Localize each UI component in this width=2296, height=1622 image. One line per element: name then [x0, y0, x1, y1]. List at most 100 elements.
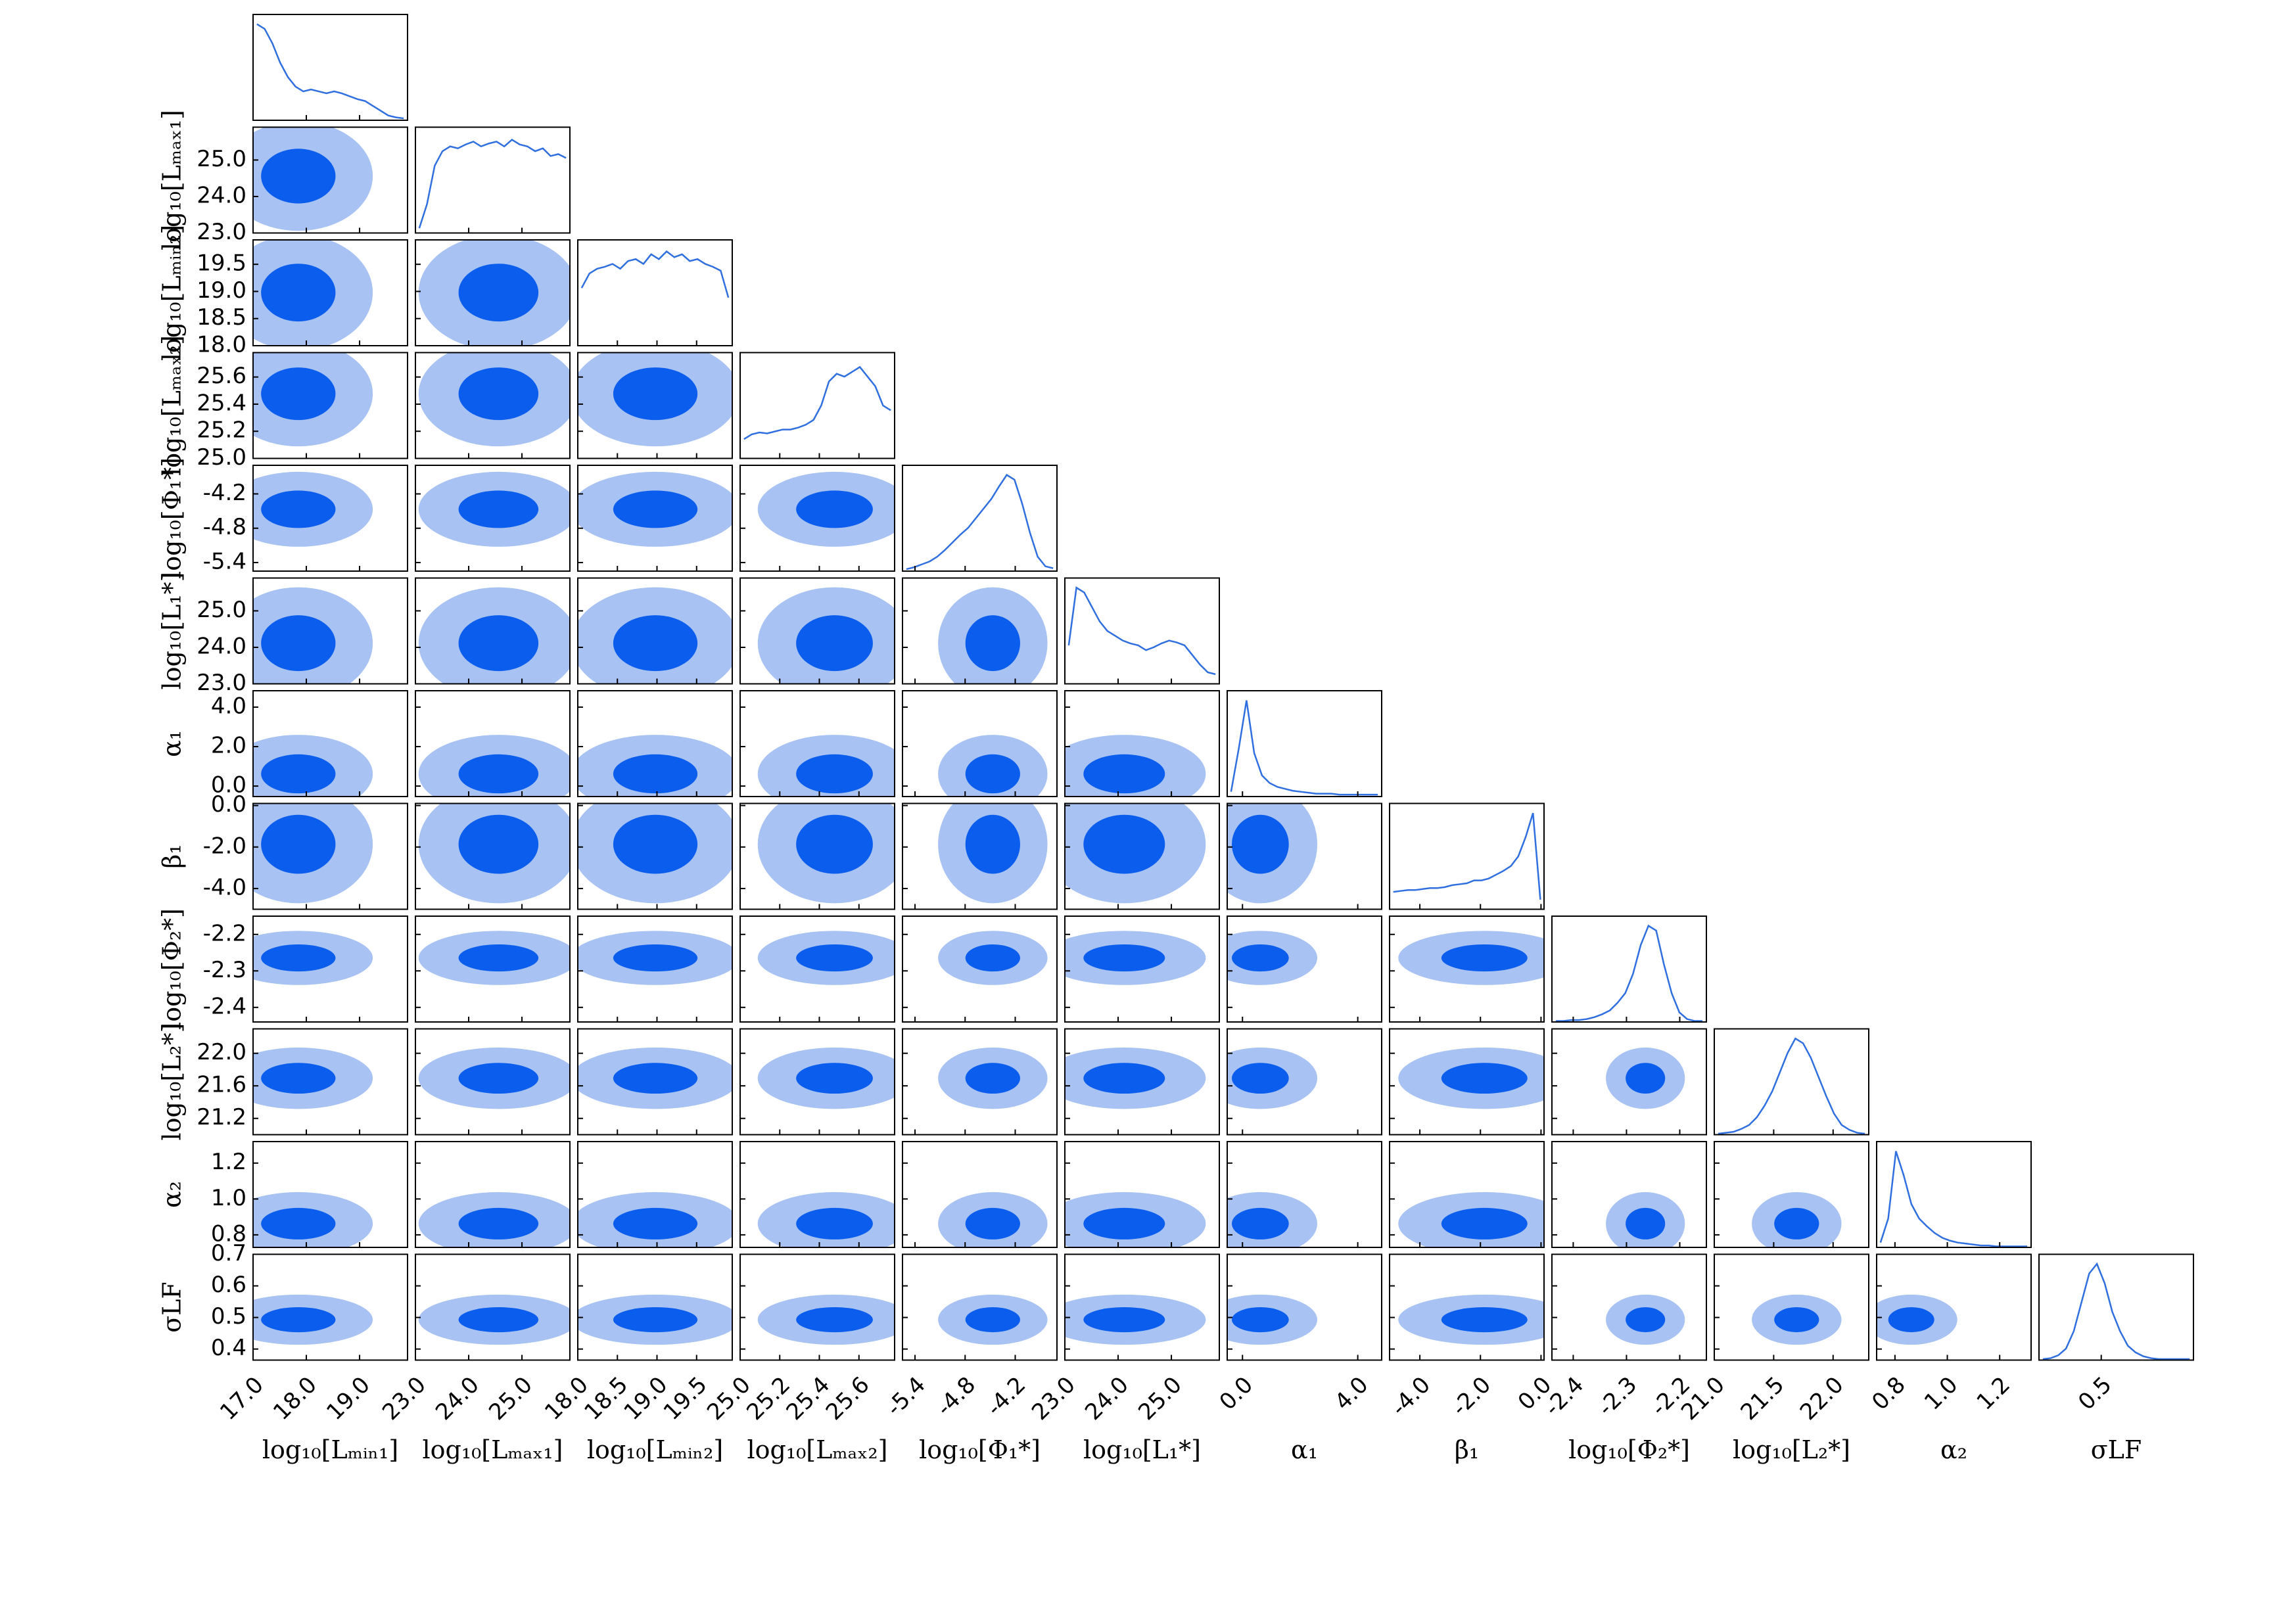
x-tick-label: 25.0 [702, 1372, 756, 1425]
axis-label: log₁₀[Φ₁*] [158, 457, 187, 579]
panel-border [415, 802, 571, 910]
marginal-curve [1067, 586, 1216, 676]
y-tick-label: 0.0 [211, 791, 246, 818]
x-tick-label: 22.0 [1795, 1372, 1849, 1425]
x-tick-label: 17.0 [215, 1372, 269, 1425]
panel-content [418, 735, 570, 797]
x-tick-label: 25.2 [741, 1372, 795, 1425]
panel-content [938, 735, 1048, 797]
panel [1227, 1141, 1382, 1248]
panel [577, 1141, 733, 1248]
x-tick-label: -4.0 [1386, 1372, 1436, 1421]
y-tick-label: 25.4 [197, 390, 246, 416]
density-1sigma [1774, 1207, 1819, 1240]
panel-frame [740, 352, 895, 459]
panel-content [1065, 1294, 1206, 1345]
panel-content [757, 735, 895, 797]
panel-content [580, 250, 730, 298]
panel [1064, 690, 1220, 797]
panel-content [578, 1047, 732, 1109]
density-1sigma [1232, 944, 1289, 972]
density-1sigma [458, 1207, 539, 1240]
panel-border [1064, 1141, 1220, 1248]
panel [1389, 802, 1545, 910]
panel [902, 1141, 1058, 1248]
density-1sigma [613, 367, 698, 421]
panel-border [577, 465, 733, 572]
panel [1227, 915, 1382, 1023]
panel-border [252, 690, 408, 797]
panel [1389, 1141, 1545, 1248]
panel: -2.4 -2.3 -2.2 [203, 915, 408, 1023]
panel [415, 915, 571, 1023]
panel-content [757, 1294, 895, 1345]
y-tick-label: 24.0 [197, 182, 246, 208]
density-1sigma [261, 367, 336, 421]
panel-border [1389, 1253, 1545, 1361]
panel [1714, 1141, 1869, 1248]
panel [739, 802, 895, 910]
y-tick-label: 25.6 [197, 363, 246, 389]
panel-border [415, 465, 571, 572]
panel-content [253, 1192, 373, 1247]
panel-content [578, 587, 732, 684]
panel [1389, 915, 1545, 1023]
x-tick-label: -2.4 [1539, 1372, 1589, 1421]
density-1sigma [1083, 944, 1165, 972]
axis-label: α₂ [158, 1181, 187, 1208]
panel [1389, 1028, 1545, 1136]
panel-border [739, 577, 895, 685]
panel-content [1879, 1151, 2028, 1247]
panel-content [1606, 1192, 1685, 1247]
panel: -5.4-4.8-4.2 [881, 1253, 1058, 1421]
density-1sigma [796, 1307, 873, 1333]
panel-frame [1227, 691, 1382, 797]
density-1sigma [1441, 944, 1528, 972]
density-1sigma [261, 814, 336, 874]
panel-border [1551, 1141, 1707, 1248]
panel-content [253, 127, 373, 231]
panel [1064, 577, 1220, 685]
density-1sigma [261, 615, 336, 672]
panel-content [1227, 931, 1318, 985]
panel [577, 690, 733, 797]
density-1sigma [261, 1307, 336, 1333]
marginal-curve [906, 473, 1054, 570]
panel-content [1067, 586, 1216, 676]
density-1sigma [965, 814, 1020, 874]
y-tick-label: 23.0 [197, 670, 246, 696]
x-tick-label: 1.0 [1919, 1372, 1963, 1416]
panel-content [1065, 931, 1206, 985]
panel-border [1064, 802, 1220, 910]
y-tick-label: 2.0 [211, 733, 246, 759]
axis-label: log₁₀[L₁*] [1083, 1435, 1201, 1464]
y-tick-label: 25.0 [197, 444, 246, 471]
panel [415, 802, 571, 910]
panel-content [578, 735, 732, 797]
density-1sigma [261, 754, 336, 794]
panel-content [1398, 1192, 1544, 1247]
panel: 18.018.519.019.5 [197, 239, 408, 358]
density-1sigma [613, 814, 698, 874]
panel [902, 802, 1058, 910]
axis-label: log₁₀[L₁*] [158, 572, 187, 690]
panel-content [253, 587, 373, 684]
panel [902, 577, 1058, 685]
panel-border [1227, 915, 1382, 1023]
density-1sigma [796, 814, 873, 874]
y-tick-label: 23.0 [197, 219, 246, 245]
y-tick-label: 19.5 [197, 250, 246, 277]
density-1sigma [1774, 1307, 1819, 1333]
density-1sigma [965, 944, 1020, 972]
panel-border [252, 14, 408, 121]
panel-border [1227, 1253, 1382, 1361]
panel-content [938, 587, 1048, 684]
panel-content [743, 365, 891, 440]
panel-border [415, 915, 571, 1023]
density-1sigma [261, 149, 336, 204]
y-tick-label: 21.6 [197, 1072, 246, 1098]
marginal-curve [1718, 1037, 1865, 1135]
axis-label: log₁₀[Lₘᵢₙ₂] [158, 225, 187, 361]
